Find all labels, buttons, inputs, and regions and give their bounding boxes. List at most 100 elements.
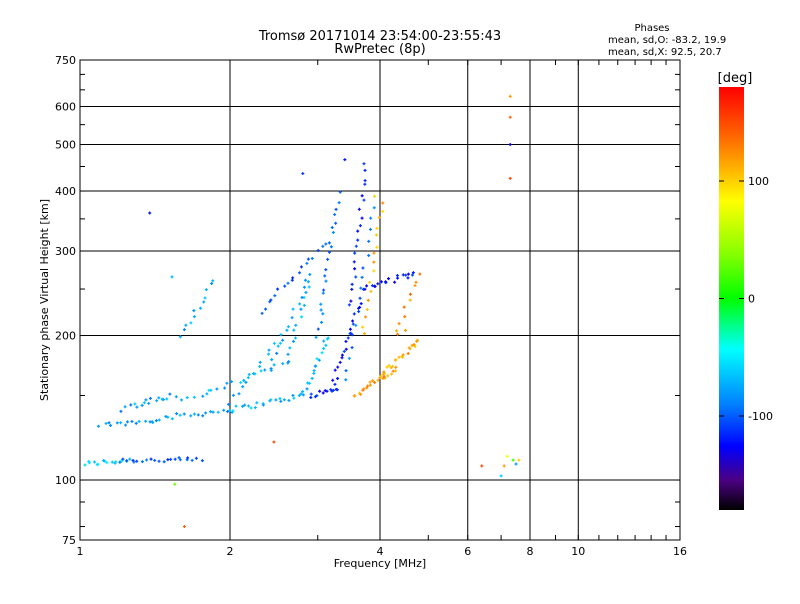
data-point: [166, 415, 170, 419]
data-point: [192, 412, 196, 416]
data-point: [321, 312, 325, 316]
stats-o-mode: mean, sd,O: -83.2, 19.9: [608, 35, 726, 46]
data-point: [292, 396, 296, 400]
data-point: [310, 376, 314, 380]
data-point: [340, 353, 344, 357]
data-point: [211, 279, 215, 283]
data-point: [292, 328, 296, 332]
data-point: [402, 305, 406, 309]
data-point: [192, 395, 196, 399]
data-point: [140, 460, 144, 464]
data-point: [253, 406, 257, 410]
data-point: [327, 241, 331, 245]
data-point: [283, 284, 287, 288]
data-point: [258, 360, 262, 364]
data-point: [276, 287, 280, 291]
data-point: [306, 280, 310, 284]
data-point: [260, 311, 264, 315]
data-point: [344, 378, 348, 382]
data-points: [83, 94, 521, 529]
data-point: [324, 343, 328, 347]
data-point: [299, 392, 303, 396]
data-point: [368, 380, 372, 384]
data-point: [278, 397, 282, 401]
data-point: [298, 302, 302, 306]
data-point: [383, 376, 387, 380]
y-tick-label: 400: [55, 185, 76, 198]
data-point: [329, 245, 333, 249]
data-point: [395, 329, 399, 333]
stats-heading: Phases: [634, 23, 669, 34]
data-point: [372, 206, 376, 210]
data-point: [369, 216, 373, 220]
data-point: [225, 381, 229, 385]
data-point: [406, 352, 410, 356]
data-point: [336, 376, 340, 380]
data-point: [294, 336, 298, 340]
data-point: [310, 256, 314, 260]
data-point: [326, 336, 330, 340]
data-point: [121, 457, 125, 461]
data-point: [140, 403, 144, 407]
data-point: [134, 421, 138, 425]
data-point: [173, 482, 177, 486]
data-point: [291, 276, 295, 280]
data-point: [346, 336, 350, 340]
data-point: [384, 281, 388, 285]
data-point: [215, 387, 219, 391]
data-point: [299, 307, 303, 311]
data-point: [178, 458, 182, 462]
y-tick-label: 600: [55, 101, 76, 114]
data-point: [145, 458, 149, 462]
data-point: [209, 410, 213, 414]
data-point: [335, 388, 339, 392]
data-point: [154, 419, 158, 423]
data-point: [373, 380, 377, 384]
data-point: [165, 397, 169, 401]
data-point: [336, 365, 340, 369]
data-point: [397, 355, 401, 359]
data-point: [366, 384, 370, 388]
data-point: [386, 374, 390, 378]
data-point: [404, 273, 408, 277]
y-tick-label: 200: [55, 330, 76, 343]
data-point: [237, 392, 241, 396]
data-point: [354, 275, 358, 279]
data-point: [365, 386, 369, 390]
data-point: [387, 277, 391, 281]
data-point: [279, 333, 283, 337]
data-point: [148, 211, 152, 215]
data-point: [361, 388, 365, 392]
data-point: [291, 339, 295, 343]
data-point: [373, 194, 377, 198]
data-point: [324, 268, 328, 272]
data-point: [353, 251, 357, 255]
data-point: [316, 327, 320, 331]
data-point: [372, 269, 376, 273]
data-point: [278, 341, 282, 345]
data-point: [83, 463, 87, 467]
data-point: [373, 284, 377, 288]
colorbar-tick-label: 0: [748, 293, 755, 306]
data-point: [210, 282, 214, 286]
data-point: [324, 242, 328, 246]
data-point: [358, 224, 362, 228]
data-point: [367, 254, 371, 258]
data-point: [357, 207, 361, 211]
data-point: [350, 282, 354, 286]
x-tick-label: 4: [377, 545, 384, 558]
data-point: [413, 344, 417, 348]
data-point: [301, 390, 305, 394]
data-point: [279, 399, 283, 403]
x-tick-label: 6: [464, 545, 471, 558]
data-point: [300, 315, 304, 319]
data-point: [231, 393, 235, 397]
data-point: [319, 308, 323, 312]
data-point: [231, 409, 235, 413]
data-point: [331, 231, 335, 235]
data-point: [367, 239, 371, 243]
data-point: [247, 373, 251, 377]
data-point: [322, 339, 326, 343]
data-point: [361, 266, 365, 270]
data-point: [180, 398, 184, 402]
